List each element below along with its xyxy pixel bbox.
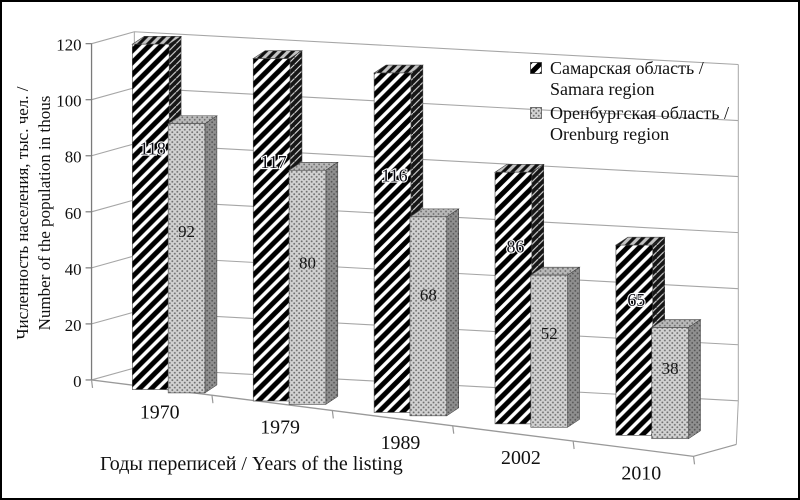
- orenburg-dots-swatch-icon: [530, 107, 542, 119]
- bar-samara-2002-front-face: [494, 171, 533, 425]
- bar-orenburg-2002-front-face: [530, 274, 568, 428]
- legend-label-samara: Самарская область / Samara region: [550, 58, 704, 100]
- bar-orenburg-1979-value-label: 80: [299, 254, 316, 273]
- y-axis-title-en: Number of the population in thous: [35, 95, 54, 331]
- bar-samara-2010-front-face: [615, 244, 654, 436]
- legend: Самарская область / Samara region Оренбу…: [530, 58, 780, 148]
- x-tick-4: [572, 440, 575, 450]
- bars: 118 92 117 80 116 68 86 52 65 38: [131, 35, 702, 440]
- bar-orenburg-1989-value-label: 68: [420, 285, 437, 304]
- bar-samara-1970-front-face: [132, 43, 170, 390]
- bar-orenburg-2002: 52: [529, 266, 581, 428]
- bar-orenburg-2010-side-face: [688, 319, 701, 440]
- bar-orenburg-1989-side-face: [446, 208, 459, 417]
- legend-orenburg-en: Orenburg region: [550, 124, 670, 144]
- x-tick-label-1979: 1979: [260, 417, 300, 439]
- bar-orenburg-1979-front-face: [288, 169, 327, 405]
- y-tick-label-120: 120: [56, 36, 81, 55]
- bar-orenburg-1970-front-face: [167, 123, 206, 394]
- x-tick-label-2010: 2010: [621, 462, 661, 484]
- bar-samara-1989-front-face: [373, 72, 412, 413]
- bar-samara-2010-value-label: 65: [627, 290, 645, 310]
- legend-entry-orenburg: Оренбургская область / Orenburg region: [530, 103, 780, 145]
- x-tick-label-1970: 1970: [140, 401, 180, 423]
- x-tick-5: [692, 456, 696, 465]
- bar-samara-1979-front-face: [252, 58, 291, 402]
- bar-orenburg-1989-front-face: [409, 216, 448, 417]
- x-tick-label-2002: 2002: [501, 447, 541, 469]
- bar-orenburg-2010-front-face: [651, 327, 689, 440]
- x-tick-1: [211, 395, 214, 404]
- x-tick-3: [452, 425, 455, 434]
- samara-hatch-swatch-icon: [530, 62, 542, 74]
- bar-orenburg-1970: 92: [167, 115, 218, 394]
- y-axis-title-ru: Численность населения, тыс. чел. /: [13, 86, 32, 340]
- y-tick-label-100: 100: [56, 92, 81, 111]
- x-tick-0: [90, 379, 94, 388]
- floor-right-edge: [735, 400, 739, 445]
- bar-orenburg-2010: 38: [650, 319, 702, 440]
- bar-orenburg-2002-side-face: [567, 266, 580, 428]
- legend-samara-en: Samara region: [550, 79, 655, 99]
- bar-orenburg-1989: 68: [408, 208, 460, 417]
- bar-orenburg-2002-value-label: 52: [541, 324, 558, 343]
- bar-samara-1989-value-label: 116: [381, 166, 407, 186]
- y-tick-label-40: 40: [65, 260, 82, 279]
- y-tick-label-60: 60: [65, 204, 82, 223]
- gridline-120: [91, 31, 739, 66]
- bar-samara-1970-value-label: 118: [140, 139, 166, 159]
- x-tick-2: [331, 410, 334, 419]
- x-axis-title: Годы переписей / Years of the listing: [100, 453, 403, 475]
- y-tick-label-20: 20: [65, 316, 82, 335]
- x-tick-label-1989: 1989: [381, 432, 421, 454]
- y-tick-label-0: 0: [73, 372, 81, 391]
- bar-orenburg-1979-side-face: [325, 161, 339, 405]
- bar-orenburg-1979: 80: [288, 161, 339, 405]
- legend-samara-ru: Самарская область /: [550, 58, 704, 78]
- bar-samara-1979-value-label: 117: [261, 152, 287, 172]
- bar-orenburg-1970-side-face: [204, 115, 218, 394]
- y-axis-title: Численность населения, тыс. чел. / Numbe…: [12, 13, 58, 413]
- x-tick-labels: 1970 1979 1989 2002 2010: [140, 401, 661, 484]
- legend-orenburg-ru: Оренбургская область /: [550, 103, 729, 123]
- floor-front-right-edge: [693, 443, 737, 457]
- bar-orenburg-1970-value-label: 92: [178, 222, 195, 241]
- legend-label-orenburg: Оренбургская область / Orenburg region: [550, 103, 729, 145]
- bar-orenburg-2010-value-label: 38: [662, 359, 679, 378]
- legend-entry-samara: Самарская область / Samara region: [530, 58, 780, 100]
- bar-samara-2002-value-label: 86: [506, 237, 524, 257]
- y-tick-label-80: 80: [65, 148, 82, 167]
